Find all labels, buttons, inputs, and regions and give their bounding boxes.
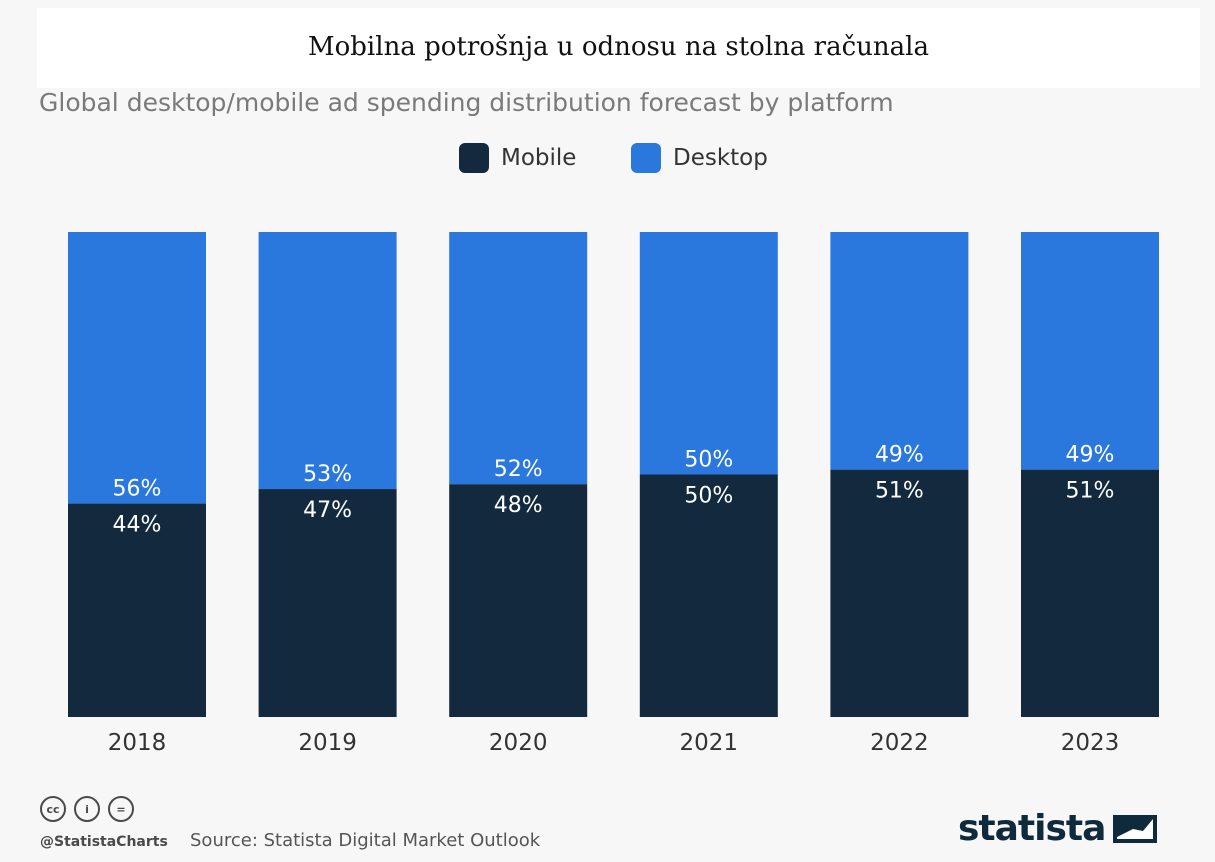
source-note: Source: Statista Digital Market Outlook <box>190 830 541 851</box>
title-band: Mobilna potrošnja u odnosu na stolna rač… <box>37 8 1200 88</box>
x-tick-label-2022: 2022 <box>870 730 929 756</box>
bar-mobile-2021 <box>639 474 778 717</box>
statista-logo-icon <box>1113 814 1158 843</box>
x-tick-label-2018: 2018 <box>108 730 167 756</box>
data-label-mobile-2022: 51% <box>875 479 924 504</box>
data-label-mobile-2021: 50% <box>684 484 733 509</box>
data-label-desktop-2023: 49% <box>1066 443 1115 468</box>
data-label-desktop-2022: 49% <box>875 443 924 468</box>
bar-desktop-2019 <box>258 232 397 490</box>
bar-mobile-2022 <box>830 469 969 717</box>
legend-label-desktop: Desktop <box>673 145 768 171</box>
x-tick-label-2019: 2019 <box>298 730 357 756</box>
bar-mobile-2023 <box>1021 469 1159 717</box>
bar-desktop-2022 <box>830 232 969 470</box>
legend-item-mobile: Mobile <box>459 143 576 173</box>
data-label-mobile-2023: 51% <box>1066 479 1115 504</box>
bar-mobile-2018 <box>68 503 206 717</box>
license-icons: cc i = <box>40 796 134 822</box>
data-label-mobile-2018: 44% <box>113 513 162 538</box>
x-tick-label-2023: 2023 <box>1061 730 1120 756</box>
data-label-desktop-2018: 56% <box>113 477 162 502</box>
bar-desktop-2020 <box>449 232 588 485</box>
bar-mobile-2020 <box>449 484 588 717</box>
statista-handle: @StatistaCharts <box>40 834 168 850</box>
statista-wordmark: statista <box>958 808 1106 849</box>
bar-desktop-2023 <box>1021 232 1159 470</box>
chart-legend: Mobile Desktop <box>0 143 1215 179</box>
data-label-desktop-2021: 50% <box>684 448 733 473</box>
data-label-mobile-2020: 48% <box>494 493 543 518</box>
document-title: Mobilna potrošnja u odnosu na stolna rač… <box>308 32 929 62</box>
bar-mobile-2019 <box>258 489 397 717</box>
statista-brand: statista <box>958 808 1158 849</box>
bar-desktop-2018 <box>68 232 206 504</box>
legend-swatch-desktop <box>631 143 661 173</box>
data-label-desktop-2020: 52% <box>494 457 543 482</box>
legend-item-desktop: Desktop <box>631 143 768 173</box>
legend-swatch-mobile <box>459 143 489 173</box>
data-label-desktop-2019: 53% <box>303 462 352 487</box>
data-label-mobile-2019: 47% <box>303 498 352 523</box>
bar-chart: 56% 44% 2018 53% 47% 2019 52% 48% 2020 50% 50% 2021… <box>68 232 1159 756</box>
x-tick-label-2020: 2020 <box>489 730 548 756</box>
legend-label-mobile: Mobile <box>501 145 577 171</box>
attribution-icon: i <box>74 796 100 822</box>
bar-desktop-2021 <box>639 232 778 475</box>
x-tick-label-2021: 2021 <box>680 730 739 756</box>
chart-title: Global desktop/mobile ad spending distri… <box>39 88 894 117</box>
cc-icon: cc <box>40 796 66 822</box>
no-derivatives-icon: = <box>108 796 134 822</box>
